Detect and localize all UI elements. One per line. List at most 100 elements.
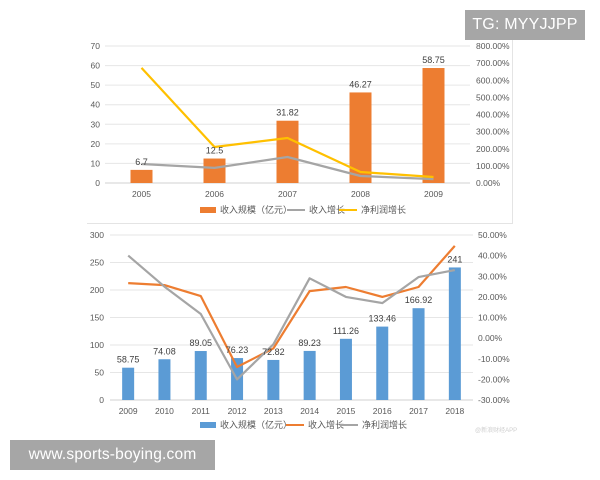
data-label: 241: [447, 254, 462, 264]
x-axis-tick: 2012: [228, 406, 247, 416]
right-axis-tick: 0.00%: [476, 178, 501, 188]
right-axis-tick: -30.00%: [478, 395, 510, 405]
right-axis-tick: 10.00%: [478, 313, 507, 323]
chart-2: 0 50 100 150 200 250 300 -30.00% -20.00% -10.00% 0…: [90, 230, 510, 430]
bar: [276, 120, 299, 183]
left-axis-tick: 30: [91, 119, 101, 129]
legend-swatch-icon: [200, 422, 216, 428]
bar: [267, 359, 280, 400]
right-axis-tick: -10.00%: [478, 354, 510, 364]
left-axis-tick: 100: [90, 340, 104, 350]
left-axis-tick: 40: [91, 100, 101, 110]
legend-item: 收入规模（亿元）: [200, 419, 292, 430]
data-label: 46.27: [349, 79, 372, 89]
left-axis-tick: 0: [99, 395, 104, 405]
watermark-url: www.sports-boying.com: [10, 440, 215, 470]
data-label: 166.92: [405, 295, 433, 305]
data-label: 31.82: [276, 108, 299, 118]
right-axis-tick: 600.00%: [476, 75, 510, 85]
bar: [203, 158, 226, 183]
legend-label: 净利润增长: [362, 419, 407, 430]
bar: [412, 308, 425, 400]
top-chart-frame: [87, 20, 513, 224]
x-axis-tick: 2009: [424, 189, 443, 199]
data-label: 58.75: [117, 355, 140, 365]
x-axis-tick: 2014: [300, 406, 319, 416]
faint-watermark: @新浪财经APP: [475, 426, 517, 434]
data-label: 72.82: [262, 347, 285, 357]
x-axis-tick: 2005: [132, 189, 151, 199]
data-label: 89.23: [298, 338, 321, 348]
bar: [376, 326, 389, 400]
legend-item: 净利润增长: [339, 204, 406, 215]
legend-label: 收入规模（亿元）: [220, 419, 292, 430]
left-axis-tick: 70: [91, 41, 101, 51]
right-axis-tick: 500.00%: [476, 92, 510, 102]
x-axis-tick: 2018: [445, 406, 464, 416]
left-axis-tick: 200: [90, 285, 104, 295]
x-axis-tick: 2008: [351, 189, 370, 199]
right-axis-tick: 400.00%: [476, 110, 510, 120]
watermark-tg: TG: MYYJJPP: [465, 10, 585, 40]
x-axis-tick: 2007: [278, 189, 297, 199]
bar: [422, 68, 445, 183]
data-label: 6.7: [135, 157, 148, 167]
right-axis-tick: 0.00%: [478, 333, 503, 343]
bar: [339, 338, 352, 400]
bar: [122, 367, 135, 400]
x-axis-tick: 2009: [119, 406, 138, 416]
left-axis-tick: 10: [91, 158, 101, 168]
x-axis-tick: 2006: [205, 189, 224, 199]
legend-label: 净利润增长: [361, 204, 406, 215]
left-axis-tick: 150: [90, 313, 104, 323]
legend-label: 收入规模（亿元）: [220, 204, 292, 215]
right-axis-tick: 800.00%: [476, 41, 510, 51]
x-axis-tick: 2010: [155, 406, 174, 416]
series-line: [128, 245, 456, 369]
x-axis-tick: 2015: [336, 406, 355, 416]
bar: [194, 351, 207, 400]
right-axis-tick: 50.00%: [478, 230, 507, 240]
legend-item: 收入增长: [287, 204, 345, 215]
x-axis-tick: 2016: [373, 406, 392, 416]
left-axis-tick: 20: [91, 139, 101, 149]
x-axis-tick: 2013: [264, 406, 283, 416]
series-line: [141, 155, 434, 181]
data-label: 133.46: [368, 314, 396, 324]
left-axis-tick: 50: [91, 80, 101, 90]
bar: [130, 169, 153, 183]
right-axis-tick: 30.00%: [478, 271, 507, 281]
left-axis-tick: 0: [95, 178, 100, 188]
legend-item: 收入增长: [286, 419, 344, 430]
series-line: [127, 254, 456, 381]
data-label: 76.23: [226, 345, 249, 355]
data-label: 58.75: [422, 55, 445, 65]
bar: [303, 350, 316, 400]
right-axis-tick: 200.00%: [476, 144, 510, 154]
right-axis-tick: 20.00%: [478, 292, 507, 302]
right-axis-tick: 300.00%: [476, 127, 510, 137]
right-axis-tick: 700.00%: [476, 58, 510, 68]
data-label: 89.05: [189, 338, 212, 348]
data-label: 74.08: [153, 346, 176, 356]
right-axis-tick: 40.00%: [478, 251, 507, 261]
data-label: 12.5: [206, 146, 224, 156]
series-line: [140, 67, 434, 179]
bar: [448, 267, 461, 400]
legend-label: 收入增长: [308, 419, 344, 430]
x-axis-tick: 2011: [192, 406, 211, 416]
left-axis-tick: 60: [91, 61, 101, 71]
left-axis-tick: 300: [90, 230, 104, 240]
chart-1: 0102030405060700.00%100.00%200.00%300.00…: [91, 41, 510, 215]
legend-label: 收入增长: [309, 204, 345, 215]
data-label: 111.26: [333, 326, 359, 336]
legend-swatch-icon: [200, 207, 216, 213]
legend-item: 净利润增长: [340, 419, 407, 430]
bar: [158, 359, 171, 400]
right-axis-tick: 100.00%: [476, 161, 510, 171]
left-axis-tick: 250: [90, 258, 104, 268]
legend-item: 收入规模（亿元）: [200, 204, 292, 215]
right-axis-tick: -20.00%: [478, 374, 510, 384]
bar: [349, 92, 372, 183]
